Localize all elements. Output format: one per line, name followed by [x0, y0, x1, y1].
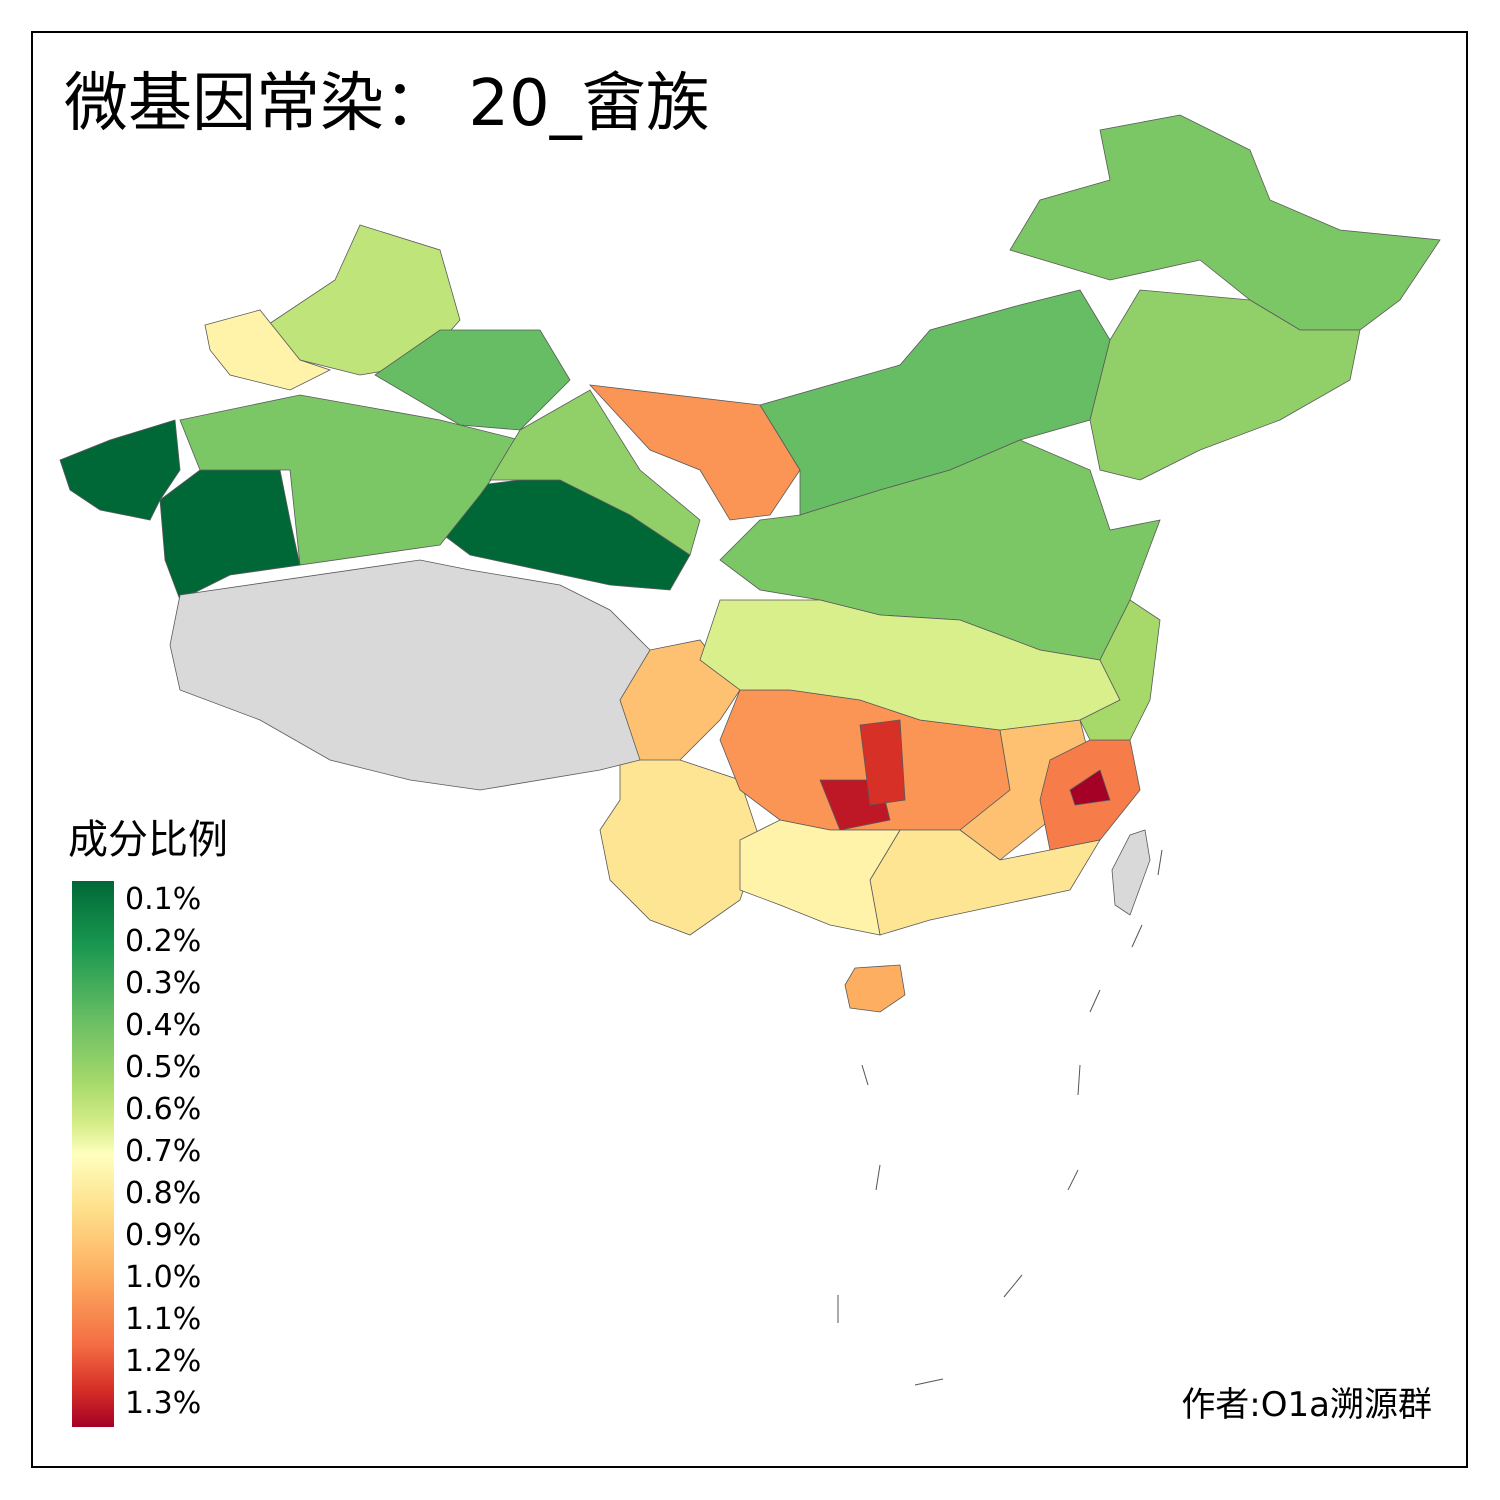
- legend-tick-label: 0.4%: [125, 1008, 202, 1043]
- legend-title: 成分比例: [68, 817, 228, 863]
- region-western-xinjiang: [59, 419, 181, 521]
- legend-tick-label: 0.2%: [125, 924, 202, 959]
- island-dash: [1131, 924, 1143, 948]
- island-dash: [1077, 1064, 1081, 1096]
- region-taiwan: [1111, 829, 1151, 916]
- legend-tick-label: 0.6%: [125, 1092, 202, 1127]
- region-jiangxi: [959, 719, 1091, 861]
- island-dash: [914, 1378, 944, 1386]
- region-jilin-liaoning: [1089, 289, 1361, 481]
- legend-color-bar: [72, 881, 114, 1427]
- legend-tick-label: 1.2%: [125, 1344, 202, 1379]
- legend-tick-label: 0.8%: [125, 1176, 202, 1211]
- region-hunan-west: [859, 719, 906, 806]
- region-yunnan: [599, 759, 761, 936]
- island-dash: [1157, 849, 1163, 876]
- legend-tick-label: 0.1%: [125, 882, 202, 917]
- legend-tick-label: 0.3%: [125, 966, 202, 1001]
- region-jiangsu-zhejiang: [1079, 599, 1161, 741]
- legend-tick-label: 1.0%: [125, 1260, 202, 1295]
- region-northwest-xinjiang: [204, 309, 332, 391]
- island-dash: [875, 1164, 881, 1191]
- region-gansu-west: [489, 389, 701, 556]
- region-central-xinjiang: [179, 394, 521, 566]
- author-credit: 作者:O1a溯源群: [1181, 1385, 1432, 1425]
- region-tibet: [169, 559, 651, 791]
- legend-tick-label: 0.9%: [125, 1218, 202, 1253]
- region-northern-xinjiang: [259, 224, 461, 376]
- island-dash: [1003, 1274, 1023, 1298]
- region-guangxi: [739, 819, 901, 936]
- region-fujian-coast: [1069, 769, 1111, 806]
- island-dash: [1089, 989, 1101, 1013]
- legend-tick-label: 0.7%: [125, 1134, 202, 1169]
- map-frame: [31, 31, 1468, 1468]
- legend-tick-label: 1.3%: [125, 1386, 202, 1421]
- region-hainan: [844, 964, 906, 1013]
- island-dash: [1067, 1169, 1079, 1191]
- legend-tick-label: 0.5%: [125, 1050, 202, 1085]
- island-dash: [861, 1064, 869, 1086]
- map-title: 微基因常染： 20_畲族: [64, 67, 710, 141]
- legend-tick-label: 1.1%: [125, 1302, 202, 1337]
